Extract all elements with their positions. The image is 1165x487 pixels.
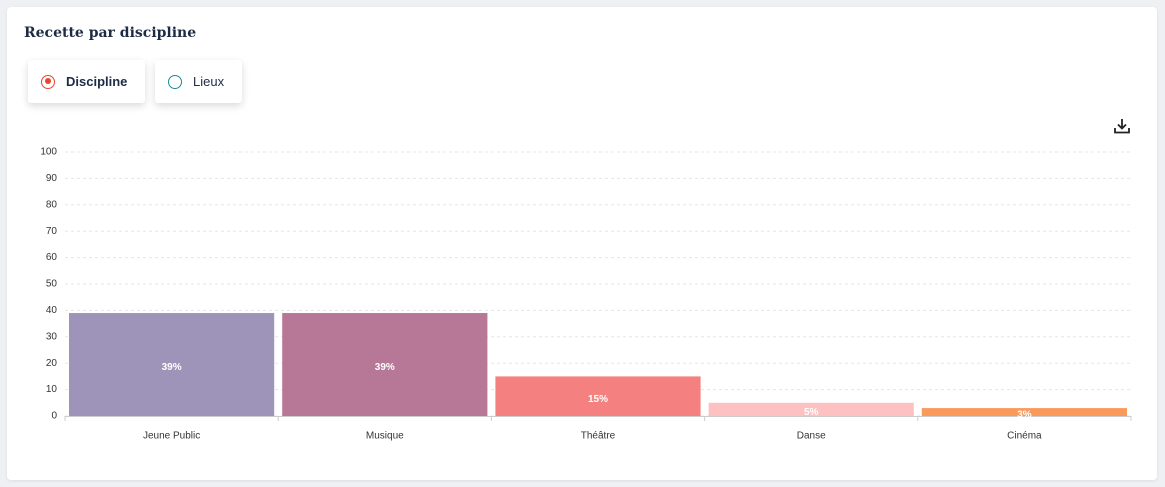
y-tick-label: 70 (46, 226, 58, 237)
y-tick-label: 10 (46, 384, 58, 395)
x-tick-label: Théâtre (581, 431, 616, 442)
bar (708, 402, 914, 416)
radio[interactable] (168, 74, 182, 89)
value-label: 3% (1017, 410, 1032, 421)
option[interactable]: Lieux (155, 60, 242, 103)
y-tick-label: 0 (51, 411, 57, 422)
radio-selected[interactable] (41, 74, 55, 89)
bar (921, 408, 1127, 416)
option-label[interactable]: Discipline (66, 74, 128, 89)
y-tick-label: 80 (46, 199, 58, 210)
value-label: 5% (804, 407, 819, 418)
y-tick-label: 100 (40, 147, 57, 158)
y-tick-label: 90 (46, 173, 58, 184)
bar (495, 376, 701, 416)
value-label: 39% (375, 362, 395, 373)
y-tick-label: 30 (46, 331, 58, 342)
x-tick-label: Jeune Public (143, 431, 200, 442)
bar (69, 313, 275, 416)
x-tick-label: Musique (366, 431, 404, 442)
y-tick-label: 50 (46, 279, 58, 290)
y-tick-label: 20 (46, 358, 58, 369)
option-label[interactable]: Lieux (193, 74, 225, 89)
value-label: 39% (162, 362, 182, 373)
x-tick-label: Cinéma (1007, 431, 1042, 442)
y-tick-label: 60 (46, 252, 58, 263)
download-icon[interactable] (1113, 117, 1131, 135)
y-tick-label: 40 (46, 305, 58, 316)
bar (282, 313, 488, 416)
card-title: Recette par discipline (24, 25, 197, 41)
option[interactable]: Discipline (28, 60, 145, 103)
value-label: 15% (588, 394, 608, 405)
x-tick-label: Danse (797, 431, 826, 442)
